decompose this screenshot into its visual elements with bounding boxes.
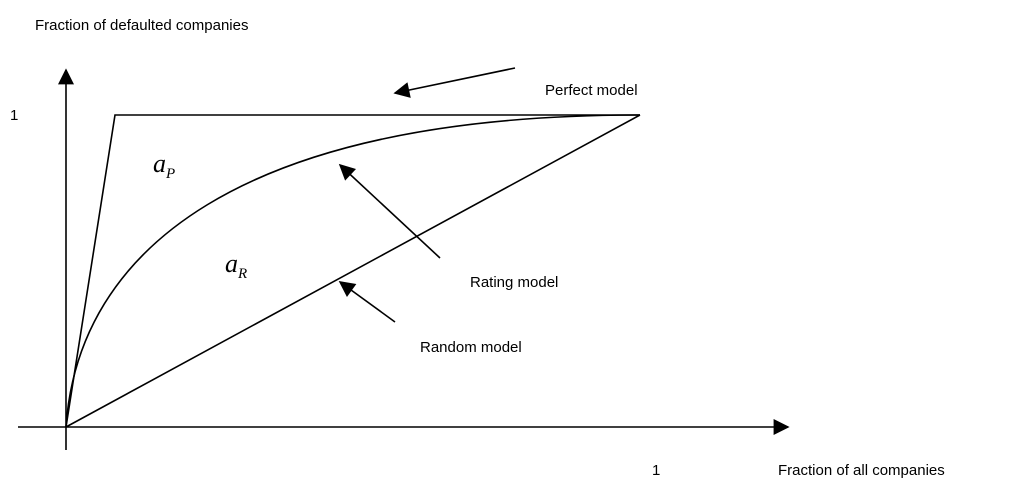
random-arrow [338, 281, 396, 323]
random-line [65, 114, 641, 428]
area-p: aP [153, 149, 175, 182]
y-tick: 1 [10, 107, 18, 124]
area-r: aR [225, 249, 247, 282]
rating-curve [65, 114, 641, 428]
area-symbol: a [225, 249, 238, 278]
area-subscript: R [237, 266, 247, 282]
rating-arrow [338, 163, 441, 259]
y-label: Fraction of defaulted companies [35, 17, 248, 34]
perfect-label: Perfect model [545, 82, 638, 99]
x-tick: 1 [652, 462, 660, 479]
random-label: Random model [420, 339, 522, 356]
rating-label: Rating model [470, 274, 558, 291]
area-subscript: P [165, 166, 175, 182]
perfect-arrow [393, 67, 516, 98]
perfect-curve [65, 114, 640, 428]
x-label: Fraction of all companies [778, 462, 945, 479]
area-symbol: a [153, 149, 166, 178]
